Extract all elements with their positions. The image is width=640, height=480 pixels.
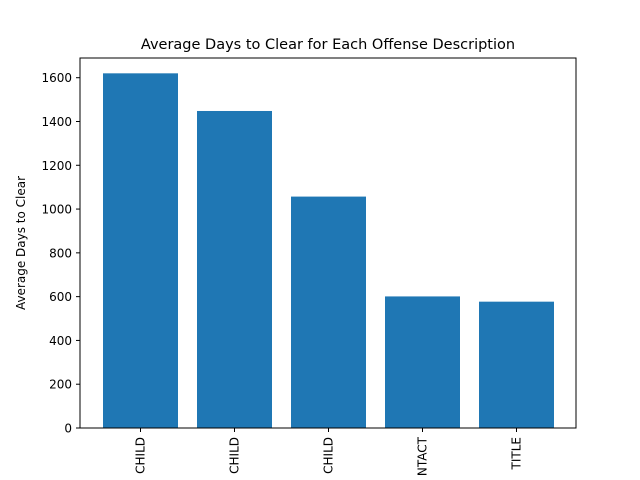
y-tick-label: 600	[49, 290, 72, 304]
plot-frame	[79, 57, 577, 429]
x-tick-label: CHILD	[134, 437, 148, 474]
x-tick-label: CHILD	[322, 437, 336, 474]
x-axis: CHILD CHILD CHILD NTACT TITLE	[134, 428, 524, 476]
x-tick-label: CHILD	[228, 437, 242, 474]
y-tick-label: 1400	[41, 115, 72, 129]
x-tick-label: NTACT	[416, 436, 430, 476]
bar	[385, 296, 460, 428]
y-tick-label: 800	[49, 246, 72, 260]
y-tick-label: 400	[49, 334, 72, 348]
y-tick-label: 1000	[41, 203, 72, 217]
bar	[103, 73, 178, 428]
y-tick-label: 1200	[41, 159, 72, 173]
bars-group	[103, 73, 554, 428]
y-tick-label: 200	[49, 378, 72, 392]
y-axis-label: Average Days to Clear	[14, 176, 28, 310]
bar	[291, 196, 366, 428]
bar	[197, 110, 272, 428]
x-tick-label: TITLE	[510, 437, 524, 470]
chart-title: Average Days to Clear for Each Offense D…	[141, 37, 515, 53]
y-axis: 0 200 400 600 800 1000 1200 1400 1600	[41, 71, 80, 436]
bar	[479, 301, 554, 428]
y-tick-label: 1600	[41, 71, 72, 85]
y-tick-label: 0	[64, 422, 72, 436]
